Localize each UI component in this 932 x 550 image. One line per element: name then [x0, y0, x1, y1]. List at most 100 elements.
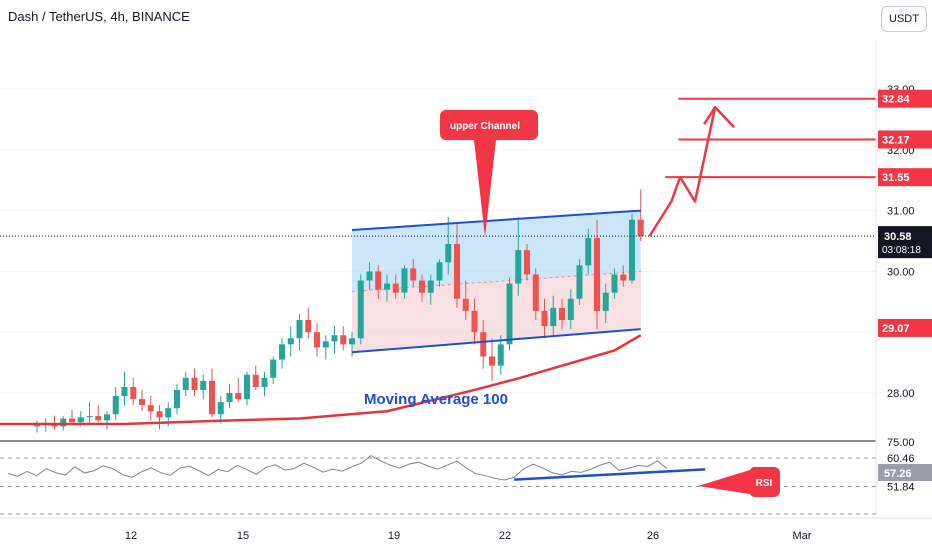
candle-body	[130, 386, 137, 400]
candle-body	[384, 283, 390, 290]
candle-body	[69, 418, 75, 423]
candle-body	[60, 418, 67, 427]
projection-arrowhead	[703, 105, 736, 129]
price-level-text: 32.17	[882, 134, 910, 146]
channel-lower-line	[351, 328, 641, 354]
candle-body	[147, 405, 154, 412]
rsi-pane: RSI	[0, 440, 932, 515]
candle-body	[392, 283, 399, 293]
price-level-text: 32.84	[882, 94, 910, 106]
projection-path	[648, 106, 717, 237]
candle-body	[401, 268, 408, 293]
candle-body	[515, 250, 522, 284]
candle-body	[620, 274, 627, 281]
candle-body	[454, 244, 460, 299]
candle-body	[34, 425, 40, 427]
currency-button[interactable]: USDT	[881, 6, 927, 32]
last-price-badge	[878, 226, 932, 259]
candle-body	[349, 338, 355, 345]
candles	[34, 189, 644, 433]
candle-body	[637, 219, 644, 237]
price-level-text: 31.55	[882, 172, 910, 184]
channel-lines	[351, 209, 641, 354]
price-tick-label: 30.00	[887, 266, 915, 278]
time-tick-label: 15	[237, 530, 249, 542]
candle-body	[270, 359, 277, 378]
candle-body	[200, 380, 207, 390]
candle-body	[410, 268, 417, 281]
candle-body	[576, 265, 583, 299]
candle-body	[261, 377, 268, 387]
countdown-text: 03:08:18	[882, 245, 921, 256]
candle-body	[104, 414, 110, 421]
candle-body	[121, 386, 128, 397]
price-level-badge	[878, 168, 932, 187]
candle-body	[165, 408, 172, 418]
candle-body	[156, 411, 163, 418]
price-tick-label: 31.00	[887, 206, 915, 218]
candle-body	[611, 274, 618, 293]
price-level-badge	[878, 318, 932, 337]
callout-shape	[440, 110, 538, 237]
candle-body	[629, 219, 635, 281]
upper-channel-callout: upper Channel	[440, 110, 538, 237]
candle-body	[497, 344, 504, 366]
candle-body	[419, 280, 425, 293]
time-tick-label: 26	[647, 530, 659, 542]
candle-body	[296, 320, 303, 339]
candle-body	[366, 271, 373, 281]
rsi-tick-label: 60.46	[887, 453, 915, 465]
candle-body	[209, 380, 215, 415]
rsi-callout-shape	[698, 466, 780, 498]
candle-body	[532, 274, 539, 311]
candle-body	[524, 250, 530, 275]
rsi-callout-label: RSI	[756, 478, 773, 489]
rsi-value-text: 57.26	[884, 468, 912, 480]
last-price-text: 30.58	[884, 231, 912, 243]
callout-label: upper Channel	[450, 121, 520, 132]
candle-body	[77, 417, 84, 423]
candle-body	[480, 332, 487, 357]
price-tick-label: 28.00	[887, 388, 915, 400]
candle-body	[462, 298, 469, 311]
price-level-badge	[878, 89, 932, 108]
moving-average-100	[0, 334, 642, 426]
candle-body	[182, 377, 189, 390]
price-level-badge	[878, 130, 932, 149]
candle-body	[252, 374, 259, 387]
candle-body	[445, 244, 452, 263]
candle-body	[139, 399, 145, 406]
rsi-trendline	[514, 468, 706, 481]
candle-body	[550, 307, 557, 327]
channel-upper-line	[351, 209, 641, 232]
rsi-tick-label: 51.84	[887, 481, 915, 493]
candle-body	[506, 283, 513, 345]
time-tick-label: 22	[499, 530, 511, 542]
price-level-text: 29.07	[882, 323, 910, 335]
chart-title: Dash / TetherUS, 4h, BINANCE	[8, 9, 190, 24]
moving-average-label: Moving Average 100	[364, 391, 508, 408]
candle-body	[594, 237, 600, 311]
candle-body	[226, 393, 233, 403]
candle-body	[331, 335, 338, 342]
price-axis: 28.0029.0030.0031.0032.0033.0032.8432.17…	[875, 0, 932, 550]
channel-midline	[351, 270, 641, 292]
candle-body	[340, 335, 347, 345]
moving-average-line	[0, 334, 642, 426]
rsi-line	[7, 454, 668, 481]
candle-body	[541, 310, 548, 327]
candle-body	[305, 320, 312, 333]
candle-body	[567, 298, 574, 321]
candle-body	[217, 402, 224, 415]
candle-body	[489, 356, 495, 366]
projection-arrow	[648, 105, 736, 237]
time-axis: 12 15 19 22 26 Mar	[0, 517, 932, 542]
candle-body	[244, 374, 250, 400]
rsi-value-badge	[878, 464, 932, 481]
candle-body	[602, 292, 609, 311]
rsi-tick-label: 75.00	[887, 437, 915, 449]
candle-body	[357, 280, 364, 339]
candle-body	[427, 280, 434, 293]
candle-body	[287, 338, 294, 345]
